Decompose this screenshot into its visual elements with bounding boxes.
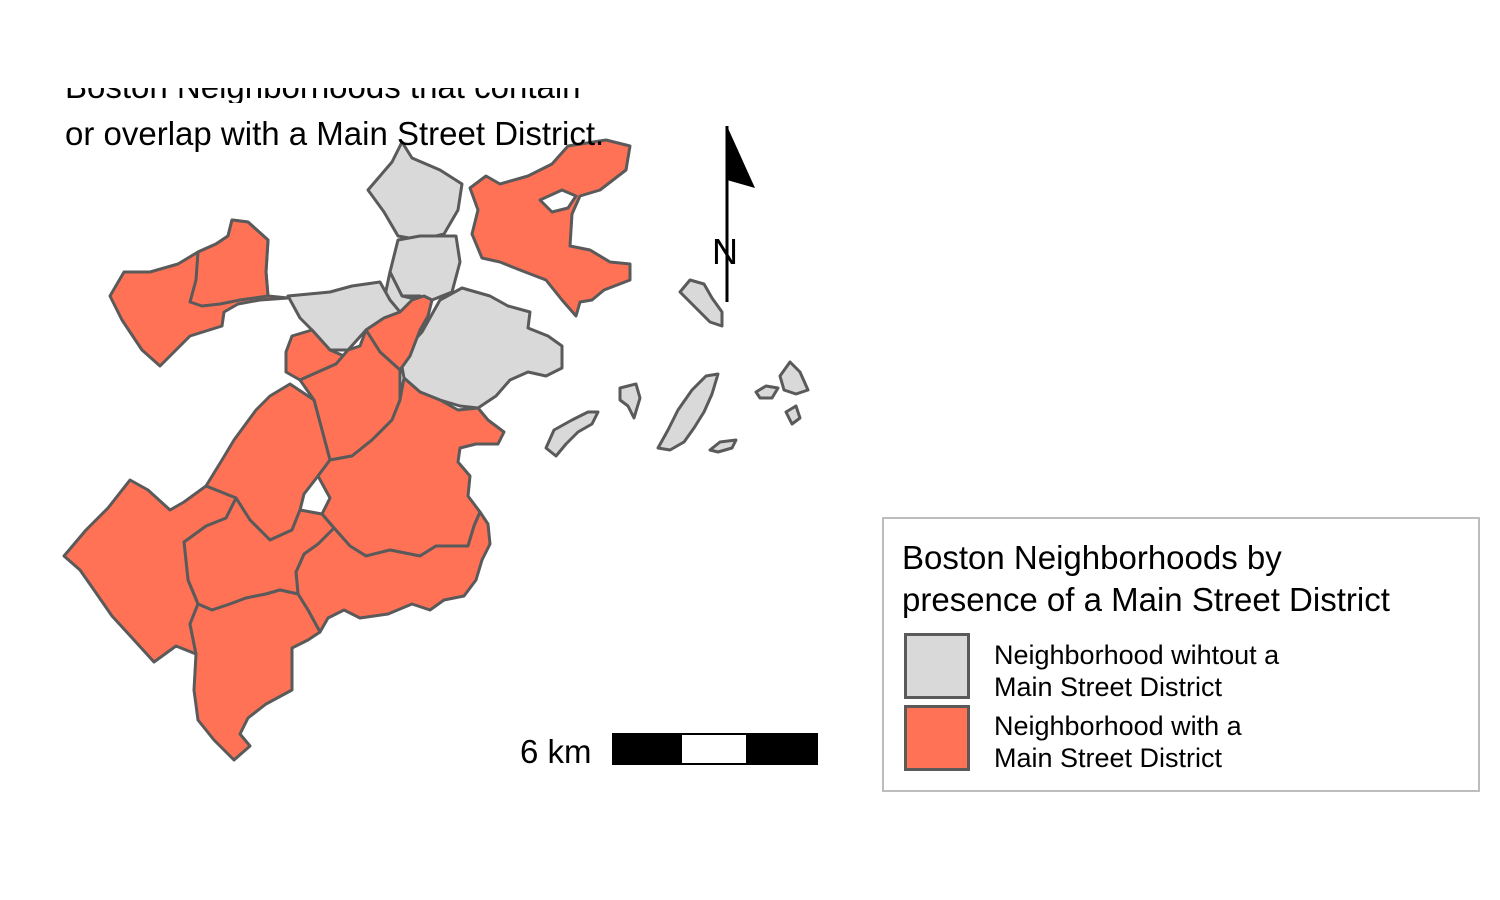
legend-swatch-without-district bbox=[904, 633, 970, 699]
map-legend: Boston Neighborhoods by presence of a Ma… bbox=[882, 517, 1480, 792]
legend-title-line-1: Boston Neighborhoods by bbox=[902, 539, 1282, 576]
neighborhoods-without-district bbox=[286, 140, 810, 458]
north-arrow-icon bbox=[725, 126, 755, 302]
neighborhoods-with-district bbox=[62, 138, 632, 762]
neighborhood-east-boston bbox=[468, 138, 632, 318]
caption-line-1: Boston Neighborhoods that contain bbox=[65, 68, 581, 105]
neighborhood-harbor-island-6 bbox=[754, 384, 780, 400]
neighborhood-harbor-island-7 bbox=[778, 360, 810, 396]
caption-line-2: or overlap with a Main Street District. bbox=[65, 115, 605, 152]
legend-label-with-district: Neighborhood with a Main Street District bbox=[994, 710, 1414, 774]
scale-bar-label: 6 km bbox=[520, 733, 592, 770]
neighborhood-harbor-island-5 bbox=[708, 438, 738, 454]
legend-label-without-district: Neighborhood wihtout a Main Street Distr… bbox=[994, 639, 1414, 703]
neighborhood-harbor-island-8 bbox=[784, 404, 802, 426]
legend-label-with-district-line-2: Main Street District bbox=[994, 743, 1223, 773]
scale-bar-segment-2 bbox=[680, 733, 748, 765]
scale-bar-segment-1 bbox=[612, 733, 682, 765]
neighborhood-charlestown bbox=[366, 140, 464, 242]
legend-title: Boston Neighborhoods by presence of a Ma… bbox=[902, 537, 1472, 621]
neighborhood-hyde-park bbox=[188, 588, 322, 762]
north-label: N bbox=[712, 231, 738, 272]
scale-bar bbox=[612, 733, 818, 765]
legend-swatch-with-district bbox=[904, 705, 970, 771]
neighborhood-allston bbox=[188, 218, 270, 308]
scale-bar-segment-3 bbox=[746, 733, 818, 765]
neighborhood-harbor-island-2 bbox=[618, 382, 642, 420]
legend-label-without-district-line-2: Main Street District bbox=[994, 672, 1223, 702]
legend-title-line-2: presence of a Main Street District bbox=[902, 581, 1390, 618]
neighborhood-harbor-island-4 bbox=[656, 372, 720, 452]
neighborhood-harbor-island-1 bbox=[678, 278, 724, 328]
legend-label-with-district-line-1: Neighborhood with a bbox=[994, 711, 1242, 741]
neighborhood-harbor-island-3 bbox=[544, 410, 600, 458]
legend-label-without-district-line-1: Neighborhood wihtout a bbox=[994, 640, 1280, 670]
